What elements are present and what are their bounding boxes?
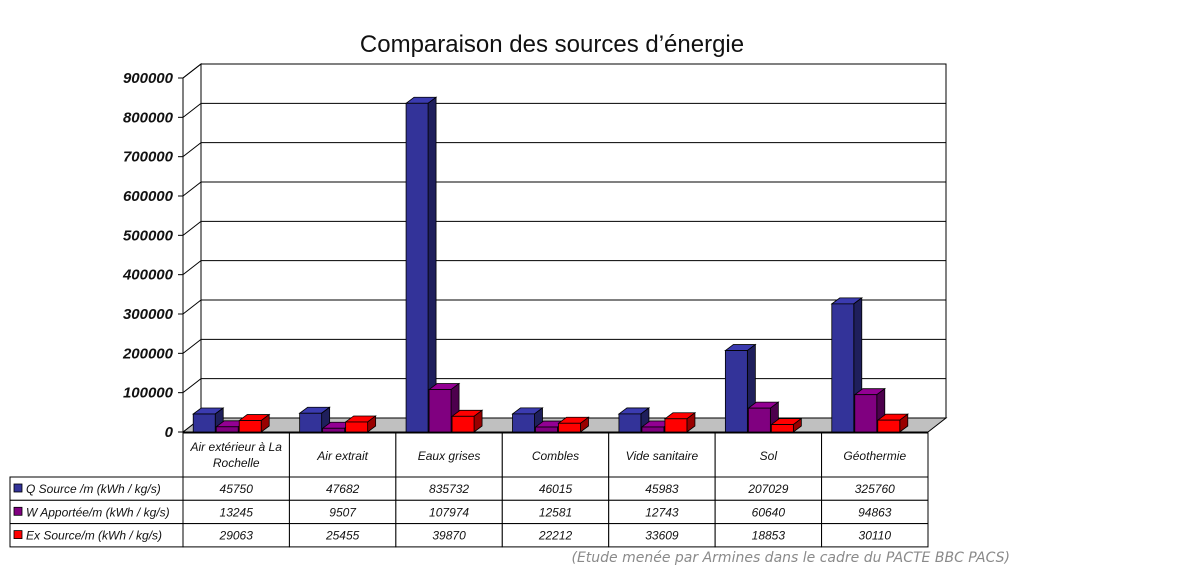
gridline-depth (182, 142, 202, 158)
category-label: Vide sanitaire (626, 449, 699, 463)
chart-title: Comparaison des sources d’énergie (360, 31, 744, 58)
y-tick-label: 700000 (123, 149, 174, 166)
bar (298, 406, 331, 433)
data-label: 29063 (219, 529, 254, 543)
bar (663, 411, 697, 433)
y-tick-label: 200000 (122, 345, 174, 362)
bar (450, 409, 484, 433)
side-wall (182, 62, 202, 434)
data-label: 835732 (429, 482, 469, 496)
category-label: Sol (760, 449, 778, 463)
legend-label: Q Source /m (kWh / kg/s) (26, 482, 161, 496)
category-label: Géothermie (843, 449, 906, 463)
data-label: 45750 (220, 482, 254, 496)
bar (427, 382, 461, 433)
legend-label: W Apportée/m (kWh / kg/s) (26, 505, 170, 519)
y-tick-label: 500000 (123, 227, 174, 244)
category-label: Air extrait (316, 449, 368, 463)
data-label: 60640 (752, 505, 786, 519)
data-label: 22212 (538, 529, 573, 543)
y-axis: 0 100000 200000 300000 400000 500000 600000 700… (122, 70, 184, 441)
data-label: 13245 (220, 505, 254, 519)
data-label: 18853 (752, 529, 786, 543)
gridline-depth (182, 299, 202, 315)
y-tick-label: 400000 (122, 267, 174, 284)
y-tick-label: 300000 (123, 306, 174, 323)
data-label: 39870 (432, 529, 466, 543)
gridline-depth (182, 378, 202, 394)
data-label: 12743 (645, 505, 679, 519)
legend-label: Ex Source/m (kWh / kg/s) (26, 529, 162, 543)
bar (557, 416, 590, 433)
data-label: 33609 (645, 529, 679, 543)
data-label: 12581 (539, 505, 572, 519)
data-table: Air extérieur à La Rochelle Air extrait Eau… (9, 432, 929, 548)
gridline-depth (182, 338, 202, 354)
gridline-depth (182, 260, 202, 276)
category-label: Eaux grises (418, 449, 481, 463)
bar (770, 417, 803, 433)
y-tick-label: 600000 (123, 188, 174, 205)
gridline-depth (182, 63, 202, 79)
gridline-depth (182, 102, 202, 118)
data-label: 46015 (539, 482, 573, 496)
data-label: 107974 (429, 505, 469, 519)
category-label: Air extérieur à La Rochelle (190, 440, 283, 470)
data-label: 9507 (329, 505, 357, 519)
bar (747, 401, 780, 433)
category-label: Combles (532, 449, 579, 463)
bar (876, 413, 909, 433)
legend-key (13, 530, 23, 539)
source-note: (Etude menée par Armines dans le cadre d… (572, 550, 1011, 566)
y-tick-label: 0 (165, 424, 174, 441)
data-label: 47682 (326, 482, 360, 496)
y-tick-label: 100000 (123, 385, 174, 402)
y-tick-label: 800000 (123, 109, 174, 126)
gridline-depth (182, 220, 202, 236)
data-label: 30110 (859, 529, 892, 543)
legend-key (13, 506, 23, 516)
bar (404, 96, 438, 433)
bar (344, 415, 377, 433)
y-tick-label: 900000 (123, 70, 174, 87)
gridline-depth (182, 181, 202, 197)
data-label: 207029 (747, 482, 788, 496)
data-label: 25455 (325, 529, 360, 543)
data-label: 325760 (855, 482, 895, 496)
legend-key (13, 483, 23, 493)
data-label: 45983 (645, 482, 679, 496)
bar (238, 413, 271, 433)
data-label: 94863 (858, 505, 892, 519)
bars (192, 96, 909, 433)
